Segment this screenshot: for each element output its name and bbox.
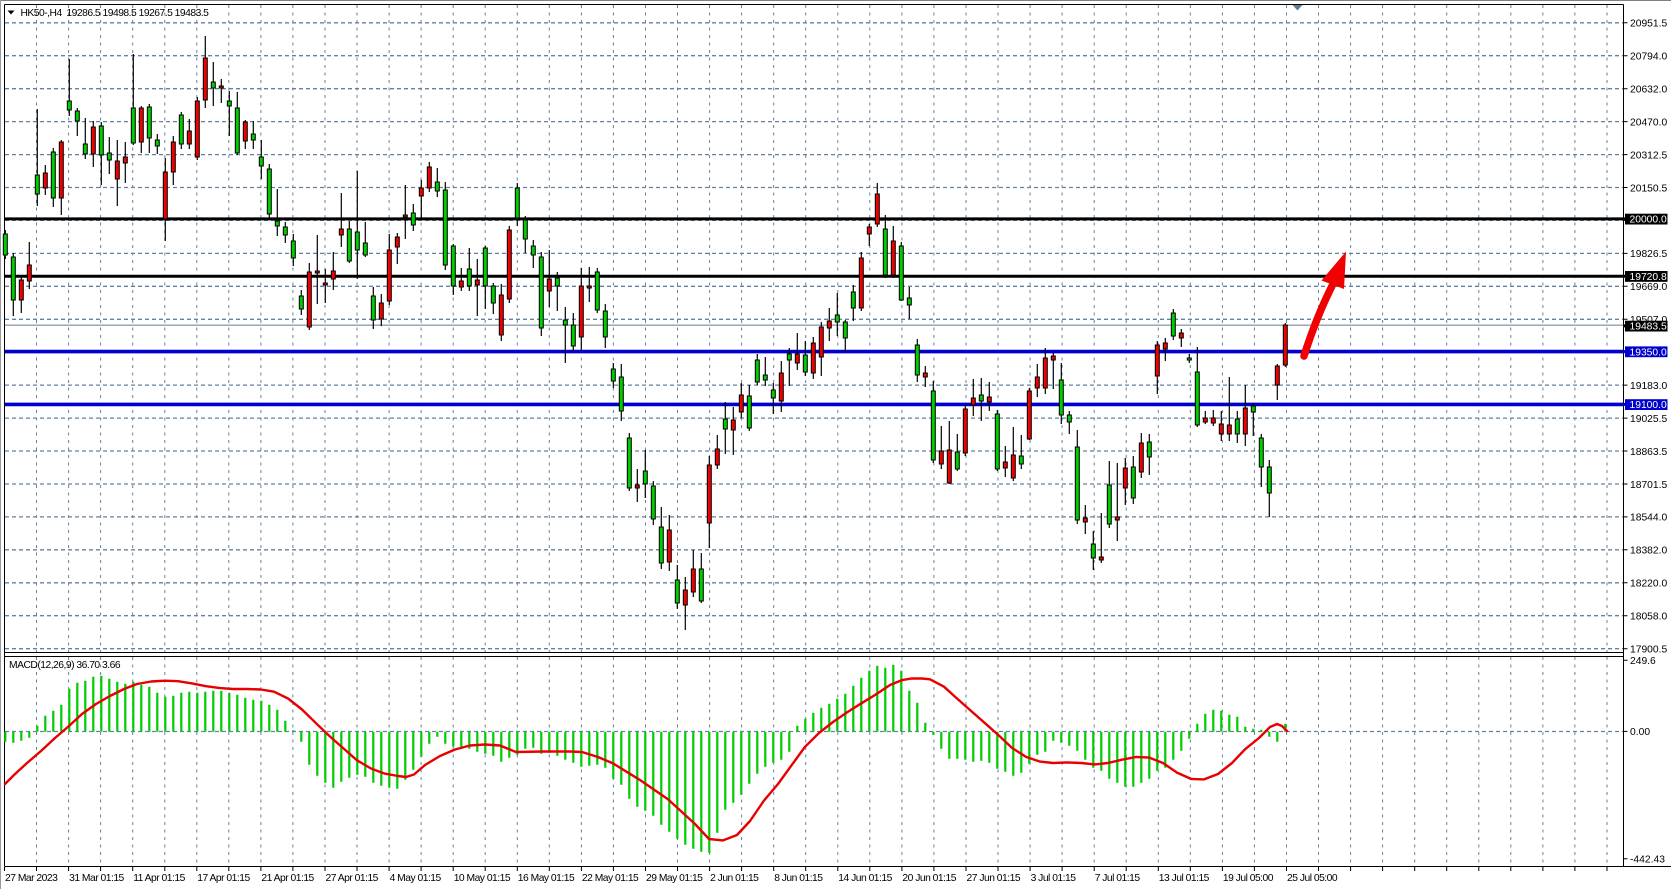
- svg-text:19507.0: 19507.0: [1630, 315, 1667, 326]
- svg-text:27 Apr 01:15: 27 Apr 01:15: [326, 873, 379, 884]
- svg-text:19350.0: 19350.0: [1630, 347, 1667, 358]
- svg-text:4 May 01:15: 4 May 01:15: [390, 873, 442, 884]
- svg-text:20150.5: 20150.5: [1630, 183, 1667, 194]
- svg-text:29 May 01:15: 29 May 01:15: [646, 873, 703, 884]
- svg-text:25 Jul 05:00: 25 Jul 05:00: [1287, 873, 1338, 884]
- svg-text:17 Apr 01:15: 17 Apr 01:15: [197, 873, 250, 884]
- svg-text:249.6: 249.6: [1630, 656, 1656, 667]
- svg-text:22 May 01:15: 22 May 01:15: [582, 873, 639, 884]
- svg-text:21 Apr 01:15: 21 Apr 01:15: [261, 873, 314, 884]
- svg-text:19483.5: 19483.5: [1630, 322, 1667, 333]
- svg-text:7 Jul 01:15: 7 Jul 01:15: [1095, 873, 1141, 884]
- svg-text:3 Jul 01:15: 3 Jul 01:15: [1031, 873, 1077, 884]
- svg-text:20794.0: 20794.0: [1630, 52, 1667, 63]
- svg-text:10 May 01:15: 10 May 01:15: [454, 873, 511, 884]
- svg-text:17900.5: 17900.5: [1630, 645, 1667, 656]
- svg-text:19025.5: 19025.5: [1630, 414, 1667, 425]
- svg-text:18058.0: 18058.0: [1630, 612, 1667, 623]
- svg-text:18863.5: 18863.5: [1630, 447, 1667, 458]
- svg-text:20000.0: 20000.0: [1630, 215, 1667, 226]
- svg-text:MACD(12,26,9) 36.70 3.66: MACD(12,26,9) 36.70 3.66: [9, 660, 121, 671]
- svg-text:19826.5: 19826.5: [1630, 249, 1667, 260]
- svg-text:27 Mar 2023: 27 Mar 2023: [5, 873, 58, 884]
- svg-text:18382.0: 18382.0: [1630, 546, 1667, 557]
- svg-text:20470.0: 20470.0: [1630, 117, 1667, 128]
- svg-text:14 Jun 01:15: 14 Jun 01:15: [838, 873, 892, 884]
- svg-text:19183.0: 19183.0: [1630, 381, 1667, 392]
- svg-text:19 Jul 05:00: 19 Jul 05:00: [1223, 873, 1274, 884]
- svg-text:18544.0: 18544.0: [1630, 513, 1667, 524]
- svg-text:27 Jun 01:15: 27 Jun 01:15: [967, 873, 1021, 884]
- svg-text:20 Jun 01:15: 20 Jun 01:15: [902, 873, 956, 884]
- svg-text:8 Jun 01:15: 8 Jun 01:15: [774, 873, 823, 884]
- svg-text:18220.0: 18220.0: [1630, 579, 1667, 590]
- svg-text:11 Apr 01:15: 11 Apr 01:15: [133, 873, 185, 884]
- svg-text:16 May 01:15: 16 May 01:15: [518, 873, 575, 884]
- svg-text:31 Mar 01:15: 31 Mar 01:15: [69, 873, 124, 884]
- svg-text:13 Jul 01:15: 13 Jul 01:15: [1159, 873, 1210, 884]
- svg-text:20951.5: 20951.5: [1630, 19, 1667, 30]
- svg-text:20312.5: 20312.5: [1630, 150, 1667, 161]
- svg-text:-442.43: -442.43: [1630, 855, 1665, 866]
- svg-text:18701.5: 18701.5: [1630, 480, 1667, 491]
- svg-text:0.00: 0.00: [1630, 727, 1650, 738]
- svg-text:HK50-,H4 19286.5 19498.5 1926: HK50-,H4 19286.5 19498.5 19267.5 19483.5: [21, 8, 210, 19]
- svg-text:2 Jun 01:15: 2 Jun 01:15: [710, 873, 759, 884]
- svg-text:20632.0: 20632.0: [1630, 85, 1667, 96]
- svg-text:19100.0: 19100.0: [1630, 400, 1667, 411]
- svg-text:19669.0: 19669.0: [1630, 282, 1667, 293]
- svg-text:19720.8: 19720.8: [1630, 272, 1667, 283]
